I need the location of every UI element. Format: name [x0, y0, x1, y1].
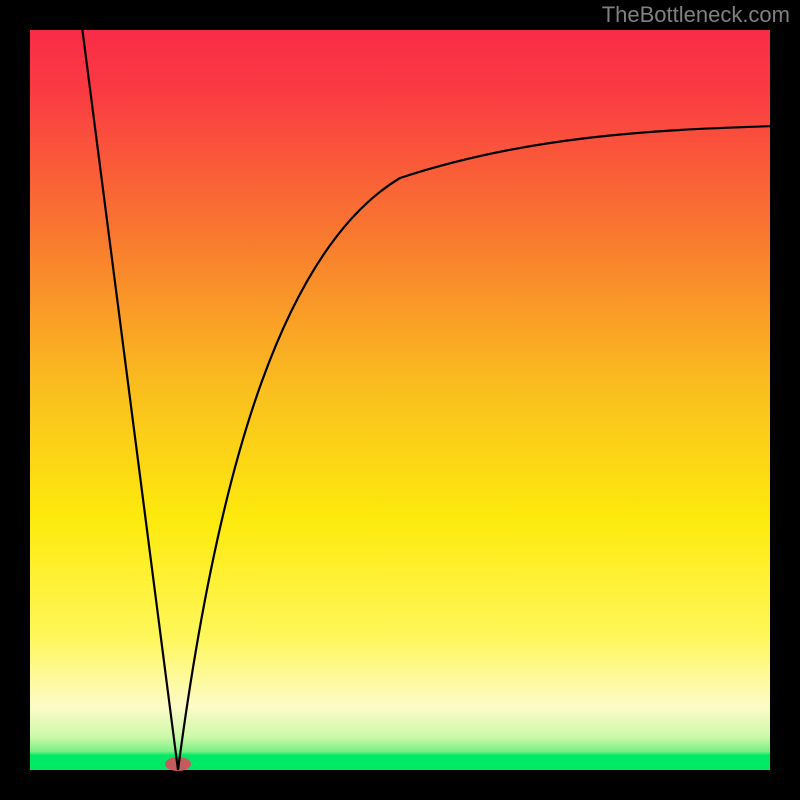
bottleneck-chart: TheBottleneck.com [0, 0, 800, 800]
watermark-text: TheBottleneck.com [602, 2, 790, 27]
chart-container: { "watermark": { "text": "TheBottleneck.… [0, 0, 800, 800]
